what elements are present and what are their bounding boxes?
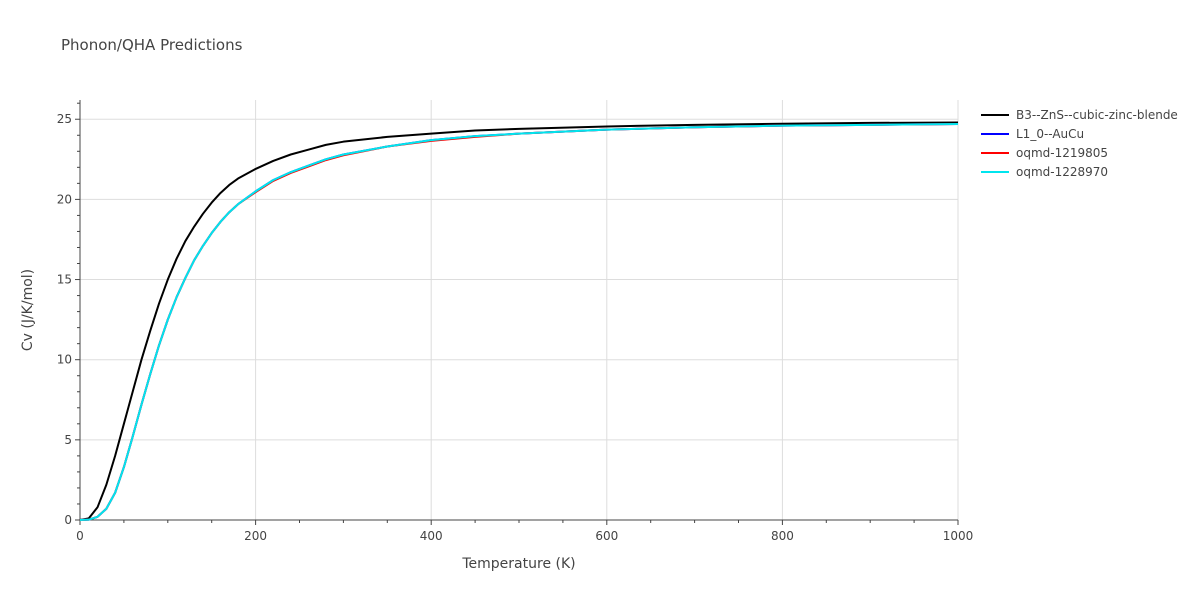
legend-label: L1_0--AuCu — [1016, 127, 1084, 141]
legend-label: B3--ZnS--cubic-zinc-blende — [1016, 108, 1178, 122]
chart-title: Phonon/QHA Predictions — [61, 36, 243, 54]
x-tick-label: 600 — [595, 529, 618, 543]
legend-item[interactable]: B3--ZnS--cubic-zinc-blende — [981, 108, 1178, 122]
y-tick-label: 20 — [57, 192, 72, 206]
legend-label: oqmd-1228970 — [1016, 165, 1108, 179]
series-line-B3--ZnS--cubic-zinc-blende — [79, 121, 959, 521]
x-tick-label: 0 — [76, 529, 84, 543]
series-line-oqmd-1228970 — [79, 123, 959, 521]
x-tick-label: 200 — [244, 529, 267, 543]
series-lines — [79, 121, 959, 521]
tick-labels: 0 200 400 600 800 1000 0 5 10 15 20 25 — [57, 112, 974, 543]
legend[interactable]: B3--ZnS--cubic-zinc-blende L1_0--AuCuoqmd… — [981, 108, 1178, 179]
y-axis-title: Cv (J/K/mol) — [20, 269, 36, 351]
x-tick-label: 400 — [420, 529, 443, 543]
y-tick-label: 25 — [57, 112, 72, 126]
legend-item[interactable]: oqmd-1219805 — [981, 146, 1108, 160]
axes — [75, 100, 959, 525]
x-axis-title: Temperature (K) — [461, 556, 575, 572]
x-tick-label: 1000 — [943, 529, 974, 543]
y-tick-label: 5 — [64, 433, 72, 447]
x-tick-label: 800 — [771, 529, 794, 543]
y-tick-label: 0 — [64, 513, 72, 527]
y-tick-label: 15 — [57, 273, 72, 287]
legend-item[interactable]: oqmd-1228970 — [981, 165, 1108, 179]
legend-label: oqmd-1219805 — [1016, 146, 1108, 160]
y-tick-label: 10 — [57, 353, 72, 367]
legend-item[interactable]: L1_0--AuCu — [981, 127, 1084, 141]
